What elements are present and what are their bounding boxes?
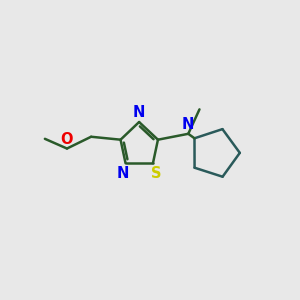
Text: N: N	[116, 166, 129, 181]
Text: S: S	[151, 166, 161, 181]
Text: N: N	[182, 117, 194, 132]
Text: N: N	[133, 105, 145, 120]
Text: O: O	[61, 132, 73, 147]
